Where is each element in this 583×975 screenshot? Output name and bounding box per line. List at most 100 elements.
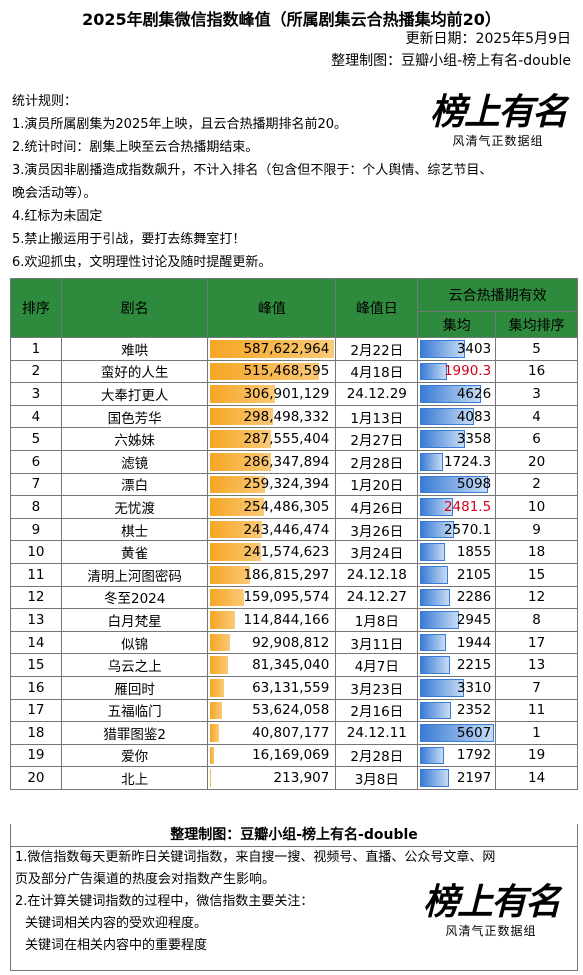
- cell-name: 漂白: [60, 472, 209, 497]
- table-row: 2 蛮好的人生 515,468,595 4月18日 1990.3 16: [10, 359, 578, 384]
- peak-bar: [210, 588, 245, 607]
- cell-name: 白月梵星: [60, 608, 209, 632]
- peak-value: 81,345,040: [252, 657, 330, 674]
- ranking-table: 排序 剧名 峰值 峰值日 云合热播期有效 集均 集均排序 1 难哄 587,622,…: [10, 278, 578, 790]
- avg-value: 2105: [456, 566, 492, 583]
- table-row: 18 猎罪图鉴2 40,807,177 24.12.11 5607 1: [10, 721, 578, 745]
- cell-avg-rank: 17: [495, 630, 578, 655]
- cell-name: 蛮好的人生: [60, 359, 209, 384]
- peak-value: 259,324,394: [243, 476, 330, 493]
- cell-name: 难哄: [60, 337, 209, 361]
- cell-peak-date: 1月13日: [335, 404, 419, 429]
- peak-bar: [210, 385, 276, 403]
- cell-avg: 5607: [417, 721, 497, 745]
- cell-avg-rank: 16: [495, 359, 578, 384]
- logo-main: 榜上有名: [429, 91, 568, 133]
- peak-value: 114,844,166: [243, 611, 330, 628]
- rule-line: 4.红标为未固定: [12, 209, 103, 224]
- footer-title: 整理制图：豆瓣小组-榜上有名-double: [11, 824, 577, 847]
- avg-bar: [420, 611, 460, 629]
- cell-rank: 8: [10, 495, 62, 519]
- cell-peak-date: 1月8日: [335, 608, 419, 632]
- avg-value: 4083: [456, 408, 492, 425]
- cell-avg-rank: 4: [495, 404, 578, 429]
- cell-peak-date: 24.12.27: [335, 585, 419, 610]
- cell-avg: 3310: [417, 675, 497, 700]
- cell-avg: 1792: [417, 743, 497, 768]
- peak-bar: [210, 340, 335, 358]
- avg-value: 2286: [456, 589, 492, 606]
- avg-value: 2197: [456, 770, 492, 787]
- cell-peak: 286,347,894: [207, 449, 337, 474]
- table-row: 16 雁回时 63,131,559 3月23日 3310 7: [10, 675, 578, 700]
- cell-peak: 243,446,474: [207, 517, 337, 542]
- avg-bar: [420, 340, 466, 358]
- cell-name: 雁回时: [60, 675, 209, 700]
- cell-avg-rank: 19: [495, 743, 578, 768]
- table-row: 19 爱你 16,169,069 2月28日 1792 19: [10, 743, 578, 768]
- cell-name: 五福临门: [60, 698, 209, 723]
- cell-avg-rank: 9: [495, 517, 578, 542]
- cell-avg: 5098: [417, 472, 497, 497]
- cell-peak-date: 24.12.11: [335, 721, 419, 745]
- avg-bar: [420, 633, 446, 652]
- cell-avg: 3358: [417, 427, 497, 451]
- rules-heading: 统计规则：: [12, 94, 78, 109]
- cell-peak-date: 2月16日: [335, 698, 419, 723]
- table-row: 8 无忧渡 254,486,305 4月26日 2481.5 10: [10, 495, 578, 519]
- avg-value: 1944: [456, 634, 492, 651]
- peak-bar: [210, 565, 250, 584]
- avg-bar: [420, 543, 445, 561]
- table-row: 12 冬至2024 159,095,574 24.12.27 2286 12: [10, 585, 578, 610]
- table-row: 9 棋士 243,446,474 3月26日 2570.1 9: [10, 517, 578, 542]
- peak-value: 306,901,129: [243, 385, 330, 402]
- avg-bar: [420, 724, 495, 742]
- cell-avg-rank: 2: [495, 472, 578, 497]
- peak-bar: [210, 520, 262, 539]
- cell-peak-date: 2月22日: [335, 337, 419, 361]
- cell-peak: 159,095,574: [207, 585, 337, 610]
- cell-peak: 40,807,177: [207, 721, 337, 745]
- logo-top: 榜上有名 风清气正数据组: [418, 92, 578, 149]
- cell-avg-rank: 13: [495, 653, 578, 677]
- peak-value: 287,555,404: [243, 431, 330, 448]
- cell-peak-date: 3月26日: [335, 517, 419, 542]
- avg-bar: [420, 588, 451, 607]
- table-row: 6 滤镜 286,347,894 2月28日 1724.3 20: [10, 449, 578, 474]
- header-rank: 排序: [10, 278, 62, 338]
- cell-rank: 11: [10, 562, 62, 587]
- rule-line: 晚会活动等）。: [12, 186, 97, 201]
- peak-bar: [210, 746, 214, 765]
- cell-rank: 16: [10, 675, 62, 700]
- cell-rank: 10: [10, 540, 62, 564]
- cell-peak-date: 24.12.18: [335, 562, 419, 587]
- peak-value: 286,347,894: [243, 453, 330, 470]
- cell-peak: 186,815,297: [207, 562, 337, 587]
- cell-rank: 12: [10, 585, 62, 610]
- peak-value: 186,815,297: [243, 566, 330, 583]
- cell-rank: 19: [10, 743, 62, 768]
- cell-peak: 306,901,129: [207, 382, 337, 406]
- rules-block: 统计规则： 1.演员所属剧集为2025年上映，且云合热播期排名前20。 2.统计…: [12, 90, 577, 274]
- cell-peak: 53,624,058: [207, 698, 337, 723]
- cell-avg: 4626: [417, 382, 497, 406]
- footer-notes: 整理制图：豆瓣小组-榜上有名-double 1.微信指数每天更新昨日关键词指数，…: [10, 824, 578, 971]
- peak-bar: [210, 701, 222, 720]
- peak-bar: [210, 633, 231, 652]
- avg-value: 3310: [456, 679, 492, 696]
- cell-peak: 515,468,595: [207, 359, 337, 384]
- peak-value: 213,907: [273, 770, 330, 787]
- header-yunhe: 云合热播期有效: [417, 278, 578, 312]
- table-row: 14 似锦 92,908,812 3月11日 1944 17: [10, 630, 578, 655]
- avg-value: 3358: [456, 431, 492, 448]
- cell-avg-rank: 11: [495, 698, 578, 723]
- rule-line: 1.演员所属剧集为2025年上映，且云合热播期排名前20。: [12, 117, 348, 132]
- rule-line: 2.统计时间：剧集上映至云合热播期结束。: [12, 140, 259, 155]
- cell-name: 似锦: [60, 630, 209, 655]
- cell-peak: 254,486,305: [207, 495, 337, 519]
- avg-value: 4626: [456, 385, 492, 402]
- cell-avg: 2105: [417, 562, 497, 587]
- logo-bottom: 榜上有名 风清气正数据组: [411, 882, 571, 939]
- avg-value: 2481.5: [443, 498, 492, 515]
- peak-value: 63,131,559: [252, 679, 330, 696]
